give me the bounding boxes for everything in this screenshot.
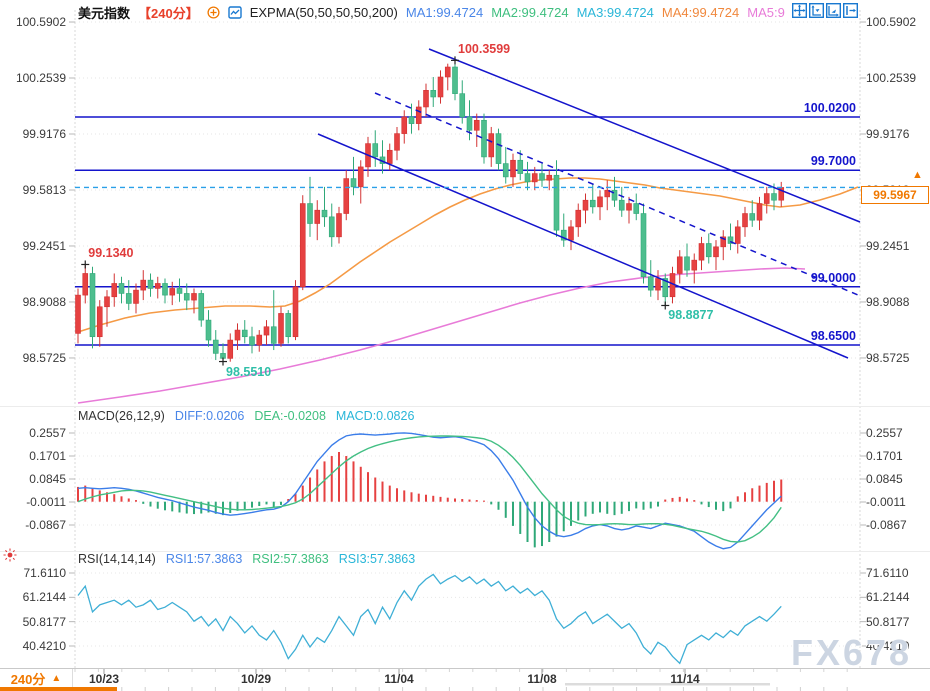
- axis-zoom-horizontal-icon[interactable]: [825, 2, 842, 19]
- macd-header: MACD(26,12,9) DIFF:0.0206 DEA:-0.0208 MA…: [78, 409, 414, 423]
- current-price-tag: 99.5967: [861, 186, 929, 204]
- period-label: 【240分】: [138, 6, 199, 21]
- ma2-value: MA2:99.4724: [491, 5, 569, 20]
- ma5-value: MA5:9: [747, 5, 785, 20]
- add-indicator-icon[interactable]: [207, 6, 220, 19]
- price-up-arrow-icon: ▲: [912, 169, 923, 181]
- rsi1-value: RSI1:57.3863: [165, 552, 243, 566]
- ma1-value: MA1:99.4724: [405, 5, 484, 20]
- rsi3-value: RSI3:57.3863: [338, 552, 416, 566]
- main-chart-header: 美元指数 【240分】 EXPMA(50,50,50,50,200) MA1:9…: [78, 3, 785, 22]
- period-chip-label: 240分: [10, 671, 46, 687]
- rsi-title: RSI(14,14,14): [78, 552, 156, 566]
- watermark: FX678: [791, 632, 913, 673]
- rsi-settings-icon[interactable]: [3, 548, 17, 567]
- symbol-name: 美元指数: [78, 6, 131, 21]
- macd-dea-value: DEA:-0.0208: [254, 409, 326, 423]
- toolbar: [791, 2, 859, 19]
- pan-icon[interactable]: [791, 2, 808, 19]
- macd-title: MACD(26,12,9): [78, 409, 165, 423]
- axis-zoom-vertical-icon[interactable]: [808, 2, 825, 19]
- triangle-up-icon: ▲: [51, 672, 62, 684]
- rsi2-value: RSI2:57.3863: [252, 552, 329, 566]
- indicator-label: EXPMA(50,50,50,50,200): [249, 5, 398, 20]
- exit-fullscreen-icon[interactable]: [842, 2, 859, 19]
- macd-diff-value: DIFF:0.0206: [174, 409, 245, 423]
- rsi-header: RSI(14,14,14) RSI1:57.3863 RSI2:57.3863 …: [78, 552, 415, 566]
- period-selector[interactable]: 240分 ▲: [0, 669, 73, 687]
- macd-macd-value: MACD:0.0826: [335, 409, 415, 423]
- ma3-value: MA3:99.4724: [576, 5, 654, 20]
- ma4-value: MA4:99.4724: [661, 5, 740, 20]
- period-underline: [0, 687, 117, 691]
- chart-type-icon: [228, 6, 242, 19]
